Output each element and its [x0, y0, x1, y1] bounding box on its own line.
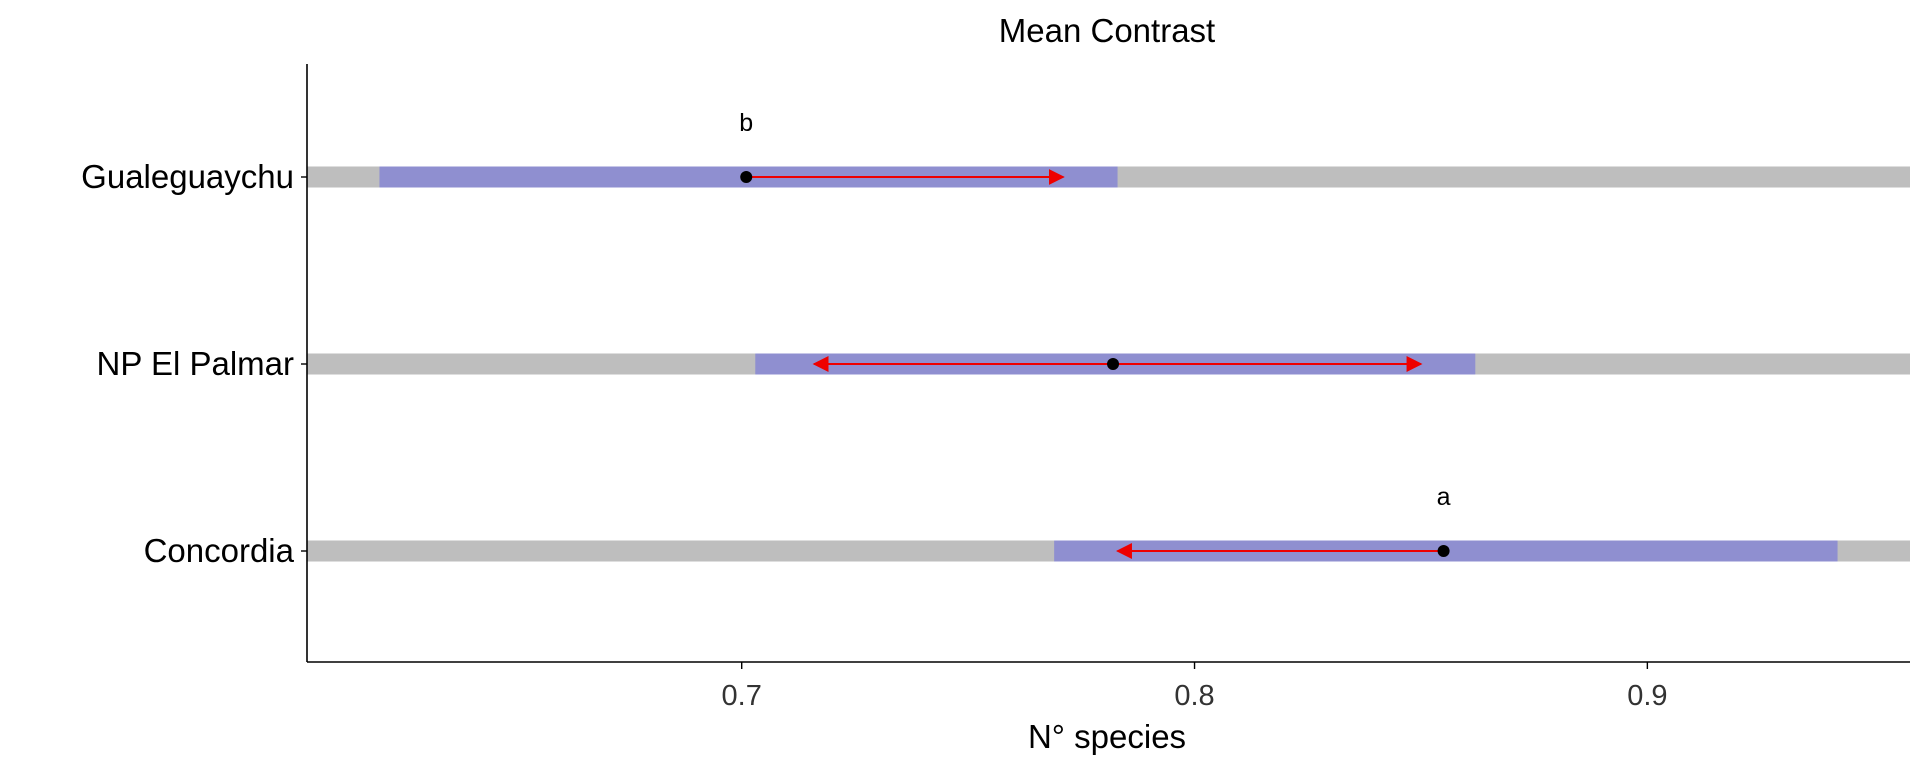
- y-tick-label: Gualeguaychu: [81, 158, 294, 195]
- plot-area: ba: [307, 109, 1910, 562]
- y-tick-label: NP El Palmar: [97, 345, 294, 382]
- row-np-el-palmar: [307, 353, 1910, 375]
- x-tick-label: 0.8: [1174, 680, 1214, 712]
- mean-point: [1437, 545, 1450, 557]
- x-tick-label: 0.9: [1627, 680, 1667, 712]
- row-concordia: a: [307, 483, 1910, 562]
- significance-letter: b: [739, 109, 753, 137]
- row-gualeguaychu: b: [307, 109, 1910, 188]
- mean-point: [740, 171, 753, 183]
- y-tick-label: Concordia: [144, 532, 295, 569]
- x-axis-ticks: 0.7 0.8 0.9: [722, 662, 1668, 712]
- mean-point: [1107, 358, 1120, 370]
- x-axis-title: N° species: [1028, 718, 1186, 755]
- x-tick-label: 0.7: [722, 680, 762, 712]
- chart-title: Mean Contrast: [999, 12, 1215, 49]
- significance-letter: a: [1437, 483, 1451, 511]
- y-axis-labels: Gualeguaychu NP El Palmar Concordia: [81, 158, 307, 569]
